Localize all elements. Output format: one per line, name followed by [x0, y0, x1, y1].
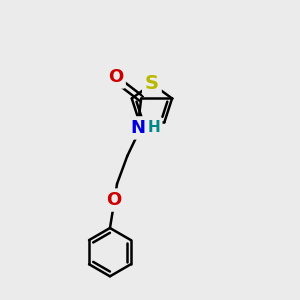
Text: S: S	[145, 74, 159, 93]
Text: N: N	[130, 119, 145, 137]
Text: H: H	[148, 120, 160, 135]
Text: O: O	[108, 68, 123, 86]
Text: O: O	[106, 191, 121, 209]
